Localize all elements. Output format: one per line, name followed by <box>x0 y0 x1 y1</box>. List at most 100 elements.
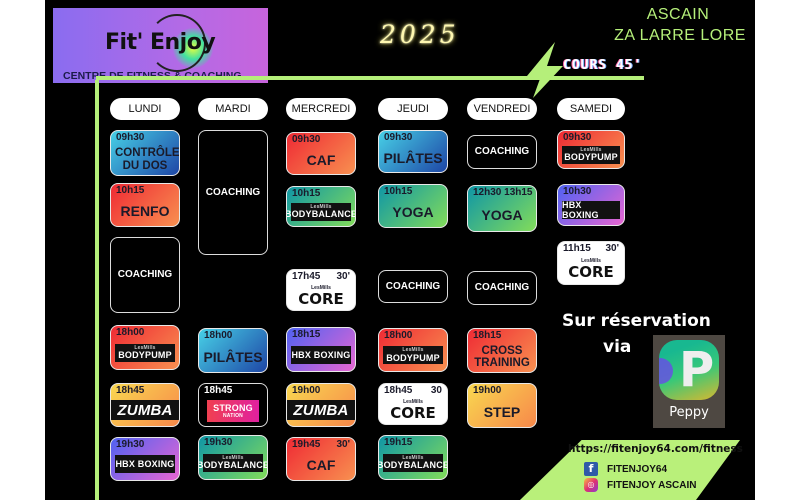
logo-brand-text: Fit' Enjoy <box>105 30 216 55</box>
class-card-bodybalance[interactable]: 19h15 LesMills BODYBALANCE <box>378 435 448 480</box>
class-time: 12h30 13h15 <box>473 187 533 198</box>
class-time: 19h15 <box>384 437 413 448</box>
class-time: 10h15 <box>292 188 321 199</box>
class-time: 10h15 <box>384 186 413 197</box>
class-card-core[interactable]: 11h15 30' LesMills CORE <box>557 241 625 285</box>
class-time: 18h45 <box>204 385 233 396</box>
class-label: CORE <box>298 290 344 308</box>
class-duration: 30' <box>336 439 350 450</box>
class-label: BODYBALANCE <box>198 460 268 470</box>
day-header-samedi: SAMEDI <box>557 98 625 120</box>
class-card-caf[interactable]: 19h45 30' CAF <box>286 437 356 481</box>
class-label: RENFO <box>120 203 170 219</box>
divider-vertical <box>95 80 99 500</box>
class-label: BODYPUMP <box>118 350 172 360</box>
class-duration: 30 <box>430 385 442 396</box>
class-time: 18h45 <box>384 385 413 396</box>
class-time: 18h00 <box>116 327 145 338</box>
class-card-zumba[interactable]: 19h00 ZUMBA <box>286 383 356 427</box>
class-card-bodypump[interactable]: 09h30 LesMills BODYPUMP <box>557 130 625 169</box>
location-zone: ZA LARRE LORE <box>614 27 746 44</box>
class-card-yoga[interactable]: 12h30 13h15 YOGA <box>467 185 537 232</box>
class-card-hbx-boxing[interactable]: 10h30 HBX BOXING <box>557 184 625 226</box>
class-card-bodypump[interactable]: 18h00 LesMills BODYPUMP <box>110 325 180 370</box>
class-time: 19h30 <box>116 439 145 450</box>
instagram-icon[interactable]: ◎ <box>584 478 598 492</box>
class-card-coaching[interactable]: COACHING <box>378 270 448 303</box>
class-time: 10h30 <box>563 186 592 197</box>
divider-horizontal <box>270 76 644 80</box>
location-city: ASCAIN <box>646 6 710 23</box>
class-time: 18h00 <box>204 330 233 341</box>
zumba-logo: ZUMBA <box>111 400 179 420</box>
class-card-step[interactable]: 19h00 STEP <box>467 383 537 428</box>
class-label: ZUMBA <box>117 401 173 419</box>
bodybalance-logo: LesMills BODYBALANCE <box>199 453 267 472</box>
class-label: BODYPUMP <box>564 152 618 162</box>
class-time: 09h30 <box>116 132 145 143</box>
bodypump-logo: LesMills BODYPUMP <box>562 145 620 164</box>
class-card-bodypump[interactable]: 18h00 LesMills BODYPUMP <box>378 328 448 372</box>
website-link[interactable]: https://fitenjoy64.com/fitness <box>568 443 743 455</box>
class-label: PILÂTES <box>383 149 443 166</box>
class-time: 18h15 <box>473 330 502 341</box>
class-card-core[interactable]: 17h45 30' LesMills CORE <box>286 269 356 311</box>
class-card-coaching[interactable]: COACHING <box>467 271 537 305</box>
facebook-handle[interactable]: FITENJOY64 <box>607 464 668 475</box>
class-card-renfo[interactable]: 10h15 RENFO <box>110 183 180 227</box>
class-card-hbx-boxing[interactable]: 18h15 HBX BOXING <box>286 327 356 372</box>
brand-name: LesMills <box>134 344 156 351</box>
hbx-boxing-logo: HBX BOXING <box>115 455 175 473</box>
divider-horizontal-left <box>96 76 272 80</box>
brand-name: LesMills <box>222 454 244 461</box>
class-card-caf[interactable]: 09h30 CAF <box>286 132 356 175</box>
class-label: HBX BOXING <box>115 459 175 469</box>
class-card-hbx-boxing[interactable]: 19h30 HBX BOXING <box>110 437 180 481</box>
class-label: BODYPUMP <box>386 352 440 363</box>
brand-name: LesMills <box>581 258 601 264</box>
class-time: 19h00 <box>292 385 321 396</box>
class-card-bodybalance[interactable]: 19h30 LesMills BODYBALANCE <box>198 435 268 480</box>
class-card-strong[interactable]: 18h45 STRONG NATION <box>198 383 268 427</box>
class-card-pil-tes[interactable]: 09h30 PILÂTES <box>378 130 448 173</box>
class-time: 11h15 <box>563 243 591 254</box>
class-label: COACHING <box>474 146 530 157</box>
class-card-bodybalance[interactable]: 10h15 LesMills BODYBALANCE <box>286 186 356 227</box>
class-time: 19h45 <box>292 439 321 450</box>
class-card-core[interactable]: 18h45 30 LesMills CORE <box>378 383 448 425</box>
peppy-app-name: Peppy <box>669 405 709 420</box>
class-label: PILÂTES <box>203 348 263 365</box>
logo-ring <box>148 14 206 72</box>
peppy-logo: P <box>659 340 719 400</box>
class-card-pil-tes[interactable]: 18h00 PILÂTES <box>198 328 268 373</box>
class-label: CROSS TRAINING <box>474 344 530 370</box>
class-label: CAF <box>306 151 336 168</box>
fit-enjoy-logo: Fit' Enjoy CENTRE DE FITNESS & COACHING <box>53 8 268 83</box>
class-duration: 30' <box>605 243 619 254</box>
class-sublabel: NATION <box>223 413 243 419</box>
class-card-coaching[interactable]: COACHING <box>467 135 537 169</box>
facebook-icon[interactable]: f <box>584 462 598 476</box>
class-label: YOGA <box>481 206 523 223</box>
brand-name: LesMills <box>403 399 423 405</box>
day-header-mardi: MARDI <box>198 98 268 120</box>
class-time: 18h00 <box>384 330 413 341</box>
class-card-coaching[interactable]: COACHING <box>198 130 268 255</box>
instagram-handle[interactable]: FITENJOY ASCAIN <box>607 480 697 491</box>
bodypump-logo: LesMills BODYPUMP <box>115 343 175 362</box>
class-card-cross-training[interactable]: 18h15 CROSS TRAINING <box>467 328 537 373</box>
brand-name: LesMills <box>402 347 424 353</box>
peppy-app-icon[interactable]: P Peppy <box>653 335 725 428</box>
class-label: COACHING <box>117 269 173 280</box>
booking-via: via <box>603 337 632 357</box>
class-card-coaching[interactable]: COACHING <box>110 237 180 313</box>
class-card-contr-le-du-dos[interactable]: 09h30 CONTRÔLE DU DOS <box>110 130 180 176</box>
class-card-yoga[interactable]: 10h15 YOGA <box>378 184 448 228</box>
day-header-mercredi: MERCREDI <box>286 98 356 120</box>
class-time: 19h00 <box>473 385 502 396</box>
class-label: CORE <box>568 263 614 281</box>
class-card-zumba[interactable]: 18h45 ZUMBA <box>110 383 180 427</box>
lightning-bolt-icon <box>527 42 563 98</box>
class-label: CONTRÔLE DU DOS <box>115 147 180 172</box>
year-title: 2025 <box>380 20 460 49</box>
